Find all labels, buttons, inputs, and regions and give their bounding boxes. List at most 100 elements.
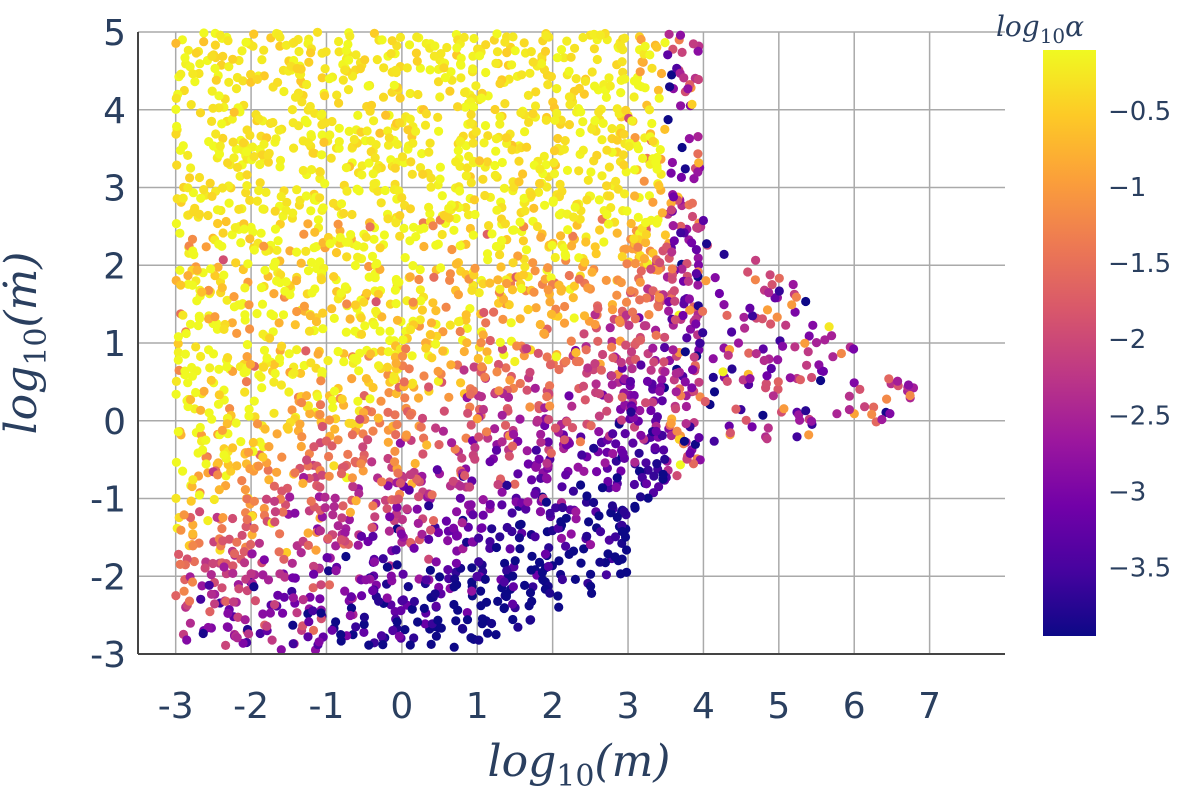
data-point [407, 169, 417, 179]
data-point [445, 86, 455, 96]
data-point [240, 283, 250, 293]
data-point [751, 349, 761, 359]
data-point [814, 360, 824, 370]
data-point [369, 179, 379, 189]
data-point [586, 421, 596, 431]
data-point [178, 141, 188, 151]
data-point [404, 40, 415, 50]
data-point [635, 277, 645, 287]
data-point [556, 45, 567, 55]
data-point [210, 63, 220, 74]
data-point [508, 614, 518, 625]
data-point [245, 130, 255, 140]
data-point [698, 215, 709, 226]
data-point [484, 221, 494, 231]
data-point [779, 404, 789, 414]
data-point [345, 314, 355, 324]
data-point [249, 523, 259, 533]
data-point [319, 137, 329, 147]
data-point [383, 347, 393, 357]
data-point [636, 430, 646, 440]
data-point [522, 142, 532, 152]
data-point [663, 115, 673, 125]
data-point [188, 520, 198, 530]
data-point [448, 476, 458, 486]
data-point [217, 183, 228, 193]
data-point [469, 362, 479, 372]
data-point [193, 448, 203, 458]
data-point [298, 478, 308, 488]
data-point [595, 557, 605, 567]
data-point [531, 303, 541, 313]
data-point [745, 374, 755, 384]
data-point [523, 90, 534, 100]
data-point [507, 599, 518, 609]
data-point [607, 371, 617, 381]
data-point [714, 288, 725, 299]
data-point [566, 529, 576, 539]
y-tick-label: 4 [103, 91, 126, 132]
data-point [474, 533, 484, 543]
data-point [173, 339, 183, 349]
data-point [265, 333, 275, 343]
data-point [240, 615, 250, 625]
data-point [375, 326, 385, 336]
data-point [298, 595, 308, 605]
data-point [669, 236, 679, 246]
data-point [248, 437, 258, 448]
data-point [206, 375, 216, 385]
data-point [234, 204, 244, 214]
data-point [223, 158, 233, 168]
data-point [504, 451, 514, 461]
data-point [571, 348, 581, 358]
data-point [233, 300, 244, 310]
data-point [398, 335, 408, 345]
data-point [313, 392, 323, 402]
data-point [435, 174, 445, 184]
data-point [660, 454, 670, 464]
data-point [308, 625, 319, 636]
data-point [700, 396, 710, 407]
data-point [336, 199, 347, 209]
data-point [608, 353, 618, 363]
data-point [506, 318, 516, 328]
data-point [365, 222, 375, 232]
data-point [297, 432, 307, 442]
data-point [490, 104, 500, 115]
data-point [541, 473, 552, 483]
data-point [616, 357, 626, 368]
data-point [773, 377, 783, 387]
data-point [493, 479, 503, 490]
data-point [374, 596, 384, 606]
data-point [303, 266, 314, 276]
data-point [347, 473, 357, 483]
data-point [191, 342, 201, 352]
data-point [218, 536, 228, 546]
data-point [608, 429, 618, 439]
data-point [628, 438, 638, 448]
data-point [692, 223, 702, 233]
data-point [456, 378, 466, 388]
data-point [676, 228, 686, 238]
data-point [311, 317, 322, 327]
data-point [378, 92, 389, 102]
data-point [296, 441, 306, 452]
data-point [860, 402, 870, 412]
data-point [419, 433, 429, 443]
data-point [579, 466, 589, 476]
data-point [482, 347, 492, 357]
data-point [208, 558, 218, 569]
data-point [196, 405, 206, 415]
data-point [275, 529, 285, 539]
data-point [255, 159, 265, 170]
data-point [570, 574, 581, 585]
data-point [497, 437, 507, 447]
data-point [341, 551, 351, 562]
data-point [612, 290, 622, 300]
data-point [538, 575, 548, 585]
data-point [520, 580, 530, 591]
data-point [204, 345, 214, 355]
data-point [341, 45, 351, 55]
data-point [327, 304, 337, 314]
data-point [502, 48, 512, 58]
